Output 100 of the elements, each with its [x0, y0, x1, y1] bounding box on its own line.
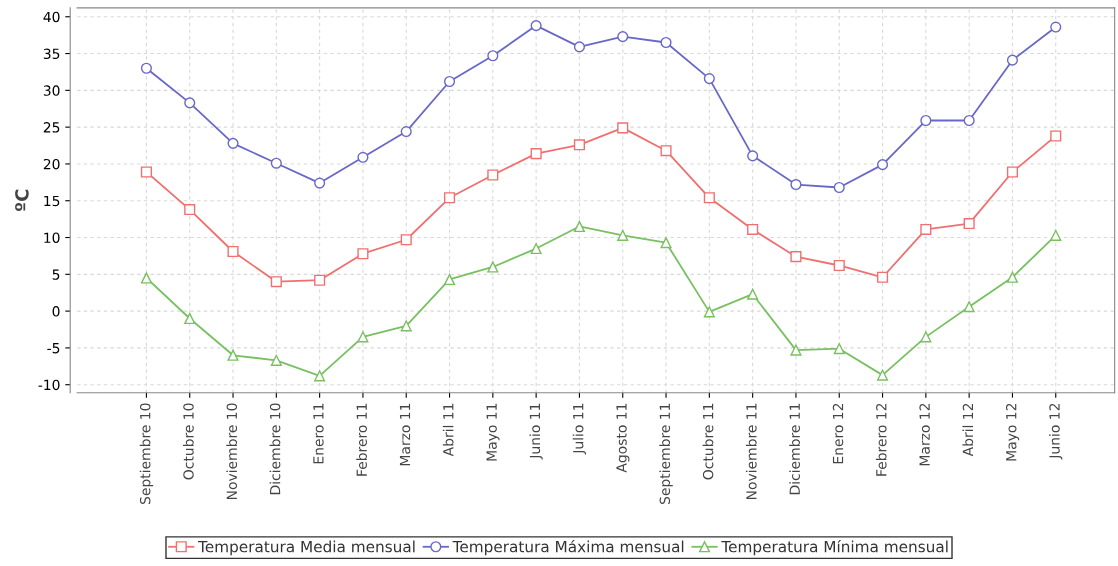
y-tick-label: 10 [44, 232, 60, 243]
x-tick-label: Marzo 12 [919, 403, 930, 466]
point [1006, 271, 1019, 283]
point [660, 36, 672, 49]
point [920, 223, 932, 235]
x-tick-label: Junio 12 [1049, 403, 1063, 460]
point [487, 50, 499, 62]
point [747, 150, 759, 162]
point [617, 229, 629, 241]
legend-label: Temperatura Media mensual [198, 540, 415, 556]
y-tick-label: 20 [43, 158, 60, 170]
point [184, 204, 196, 216]
x-tick-label: Junio 11 [529, 403, 543, 460]
point [920, 114, 932, 127]
y-axis-title: ºC [15, 189, 29, 212]
point [443, 75, 456, 88]
point [227, 349, 239, 361]
point [530, 20, 542, 32]
point [1050, 21, 1062, 33]
point [400, 320, 412, 332]
x-tick-label: Abril 11 [442, 403, 454, 457]
point [1006, 54, 1019, 66]
x-tick-label: Mayo 11 [486, 403, 500, 461]
point [573, 139, 585, 151]
point [487, 169, 499, 181]
point [833, 181, 845, 194]
y-tick-label: 15 [44, 195, 60, 207]
x-tick-label: Julio 11 [572, 403, 587, 455]
point [314, 370, 326, 382]
point [1006, 166, 1019, 178]
point [617, 122, 629, 134]
x-tick-label: Octubre 10 [183, 403, 194, 480]
point [227, 245, 239, 258]
x-tick-label: Septiembre 10 [139, 403, 154, 505]
point [790, 344, 802, 356]
y-tick-label: 30 [43, 85, 60, 96]
point [443, 273, 456, 286]
point [703, 306, 715, 318]
y-tick-label: -5 [47, 343, 60, 354]
point [703, 73, 715, 85]
x-tick-label: Enero 11 [313, 403, 324, 464]
point [140, 166, 152, 178]
x-tick-label: Diciembre 11 [789, 403, 800, 495]
x-tick-label: Septiembre 11 [659, 403, 673, 505]
x-tick-label: Febrero 11 [356, 403, 367, 476]
point [400, 234, 412, 246]
point [270, 157, 282, 169]
y-tick-label: 0 [52, 306, 60, 317]
point [790, 251, 802, 263]
point [400, 126, 412, 138]
point [573, 41, 585, 53]
point [357, 331, 369, 343]
point [876, 271, 889, 283]
point [876, 159, 889, 171]
point [270, 276, 282, 288]
point [227, 137, 239, 149]
x-tick-label: Mayo 12 [1005, 403, 1020, 461]
point [876, 369, 889, 381]
point [140, 272, 152, 284]
point [140, 62, 152, 74]
point [357, 248, 369, 260]
x-tick-label: Diciembre 10 [269, 403, 281, 495]
x-tick-label: Octubre 11 [702, 403, 714, 480]
point [1050, 229, 1062, 241]
x-tick-label: Agosto 11 [616, 403, 630, 473]
x-tick-label: Marzo 11 [399, 403, 411, 466]
point [314, 274, 326, 286]
point [747, 288, 759, 300]
y-tick-label: 40 [43, 11, 60, 23]
point [1050, 130, 1062, 142]
point [703, 192, 715, 204]
point [963, 217, 975, 230]
point [270, 354, 282, 366]
x-tick-label: Enero 12 [832, 403, 844, 464]
legend-label: Temperatura Máxima mensual [452, 539, 684, 556]
point [530, 148, 542, 160]
x-tick-label: Noviembre 10 [226, 403, 238, 500]
point [357, 151, 369, 163]
x-tick-label: Febrero 12 [875, 403, 887, 476]
point [920, 331, 932, 343]
point [314, 177, 326, 189]
y-tick-label: -10 [38, 379, 60, 391]
point [443, 192, 456, 204]
y-tick-label: 35 [43, 48, 60, 60]
point [790, 178, 802, 191]
point [660, 237, 672, 249]
point [530, 243, 542, 255]
point [487, 261, 499, 273]
point [184, 312, 196, 325]
y-tick-label: 5 [52, 269, 60, 280]
x-tick-label: Abril 12 [962, 403, 974, 457]
point [660, 145, 672, 157]
x-tick-label: Noviembre 11 [745, 403, 757, 500]
legend-label: Temperatura Mínima mensual [721, 539, 948, 556]
point [617, 31, 629, 43]
point [747, 223, 759, 235]
point [573, 220, 585, 233]
point [833, 259, 845, 272]
point [184, 97, 196, 109]
point [963, 301, 975, 313]
